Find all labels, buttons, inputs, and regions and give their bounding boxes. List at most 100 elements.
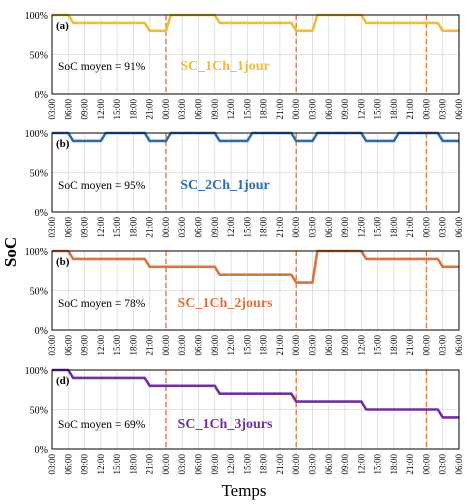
x-tick-label: 03:00 bbox=[438, 335, 448, 356]
x-tick-label: 06:00 bbox=[454, 454, 464, 475]
series-label: SC_2Ch_1jour bbox=[180, 178, 269, 193]
panel-label: (a) bbox=[56, 20, 69, 32]
x-tick-label: 21:00 bbox=[145, 217, 155, 238]
plot-frame bbox=[51, 250, 460, 331]
series-line bbox=[52, 368, 459, 419]
x-axis-label: Temps bbox=[221, 481, 266, 500]
x-tick-label: 12:00 bbox=[96, 454, 106, 475]
x-tick-label: 18:00 bbox=[389, 335, 399, 356]
x-tick-label: 06:00 bbox=[63, 335, 73, 356]
x-tick-label: 06:00 bbox=[194, 454, 204, 475]
x-tick-label: 00:00 bbox=[291, 454, 301, 475]
y-tick-label: 50% bbox=[30, 169, 48, 180]
x-tick-label: 03:00 bbox=[177, 217, 187, 238]
x-tick-label: 12:00 bbox=[356, 99, 366, 120]
x-tick-label: 21:00 bbox=[145, 454, 155, 475]
x-tick-label: 15:00 bbox=[242, 454, 252, 475]
x-tick-label: 00:00 bbox=[161, 335, 171, 356]
x-tick-label: 18:00 bbox=[259, 99, 269, 120]
x-tick-label: 18:00 bbox=[128, 335, 138, 356]
series-label: SC_1Ch_2jours bbox=[178, 296, 273, 311]
panel-label: (d) bbox=[56, 375, 70, 387]
y-axis-label: SoC bbox=[1, 237, 20, 267]
x-tick-label: 06:00 bbox=[324, 454, 334, 475]
x-tick-label: 06:00 bbox=[194, 335, 204, 356]
x-tick-label: 03:00 bbox=[177, 454, 187, 475]
soc-annotation: SoC moyen = 69% bbox=[58, 419, 146, 431]
x-tick-label: 03:00 bbox=[438, 454, 448, 475]
x-tick-label: 06:00 bbox=[454, 335, 464, 356]
x-tick-label: 21:00 bbox=[145, 99, 155, 120]
x-tick-label: 18:00 bbox=[389, 454, 399, 475]
x-tick-label: 21:00 bbox=[405, 454, 415, 475]
x-tick-label: 03:00 bbox=[438, 99, 448, 120]
x-tick-label: 06:00 bbox=[194, 99, 204, 120]
x-tick-label: 09:00 bbox=[210, 217, 220, 238]
x-tick-label: 09:00 bbox=[210, 99, 220, 120]
x-tick-label: 09:00 bbox=[340, 99, 350, 120]
y-tick-label: 0% bbox=[35, 90, 48, 101]
x-tick-label: 21:00 bbox=[275, 99, 285, 120]
x-tick-label: 03:00 bbox=[438, 217, 448, 238]
x-tick-label: 00:00 bbox=[161, 454, 171, 475]
x-tick-label: 00:00 bbox=[421, 454, 431, 475]
x-tick-label: 12:00 bbox=[96, 335, 106, 356]
panel-2: 0% 50% 100% 03:00 06:00 09:00 12:00 15:00 18:00 2… bbox=[25, 129, 464, 238]
x-tick-label: 09:00 bbox=[340, 454, 350, 475]
x-tick-label: 21:00 bbox=[405, 217, 415, 238]
series-label: SC_1Ch_3jours bbox=[178, 417, 273, 432]
x-tick-label: 21:00 bbox=[275, 454, 285, 475]
x-tick-label: 12:00 bbox=[356, 454, 366, 475]
x-tick-label: 09:00 bbox=[210, 454, 220, 475]
x-tick-label: 18:00 bbox=[389, 217, 399, 238]
y-tick-label: 100% bbox=[25, 129, 48, 140]
y-tick-label: 50% bbox=[30, 406, 48, 417]
x-tick-label: 03:00 bbox=[47, 454, 57, 475]
x-tick-label: 06:00 bbox=[63, 217, 73, 238]
x-tick-label: 09:00 bbox=[340, 335, 350, 356]
x-tick-label: 15:00 bbox=[373, 99, 383, 120]
x-tick-label: 09:00 bbox=[210, 335, 220, 356]
x-tick-label: 18:00 bbox=[389, 99, 399, 120]
x-tick-label: 00:00 bbox=[421, 217, 431, 238]
x-tick-label: 03:00 bbox=[307, 99, 317, 120]
x-tick-label: 21:00 bbox=[405, 335, 415, 356]
x-tick-label: 00:00 bbox=[421, 99, 431, 120]
x-tick-label: 03:00 bbox=[47, 99, 57, 120]
x-tick-label: 06:00 bbox=[324, 335, 334, 356]
x-tick-label: 00:00 bbox=[291, 335, 301, 356]
panel-3: 0% 50% 100% 03:00 06:00 09:00 12:00 15:00 18:00 2… bbox=[25, 247, 464, 356]
y-tick-label: 100% bbox=[25, 247, 48, 258]
x-tick-label: 18:00 bbox=[128, 217, 138, 238]
series-line bbox=[52, 249, 459, 284]
x-tick-label: 18:00 bbox=[128, 99, 138, 120]
x-tick-label: 21:00 bbox=[405, 99, 415, 120]
series-line bbox=[52, 131, 459, 143]
x-tick-label: 15:00 bbox=[112, 217, 122, 238]
x-tick-label: 12:00 bbox=[96, 217, 106, 238]
y-tick-label: 100% bbox=[25, 11, 48, 22]
soc-annotation: SoC moyen = 91% bbox=[58, 61, 146, 73]
x-tick-label: 06:00 bbox=[324, 99, 334, 120]
x-tick-label: 12:00 bbox=[226, 99, 236, 120]
x-tick-label: 12:00 bbox=[356, 335, 366, 356]
y-tick-label: 0% bbox=[35, 445, 48, 456]
plot-frame bbox=[51, 132, 460, 213]
x-tick-label: 21:00 bbox=[275, 217, 285, 238]
y-tick-label: 0% bbox=[35, 326, 48, 337]
panel-1: 0% 50% 100% 03:00 06:00 09:00 12:00 15:00 18:00 2… bbox=[25, 11, 464, 120]
x-tick-label: 15:00 bbox=[373, 454, 383, 475]
x-tick-label: 15:00 bbox=[242, 335, 252, 356]
x-tick-label: 12:00 bbox=[96, 99, 106, 120]
x-tick-label: 06:00 bbox=[454, 99, 464, 120]
x-tick-label: 00:00 bbox=[291, 217, 301, 238]
x-tick-label: 18:00 bbox=[259, 335, 269, 356]
x-tick-label: 09:00 bbox=[80, 217, 90, 238]
y-tick-label: 50% bbox=[30, 51, 48, 62]
x-tick-label: 09:00 bbox=[80, 335, 90, 356]
x-tick-label: 15:00 bbox=[373, 335, 383, 356]
y-tick-label: 0% bbox=[35, 208, 48, 219]
x-tick-label: 09:00 bbox=[340, 217, 350, 238]
series-line bbox=[52, 13, 459, 33]
